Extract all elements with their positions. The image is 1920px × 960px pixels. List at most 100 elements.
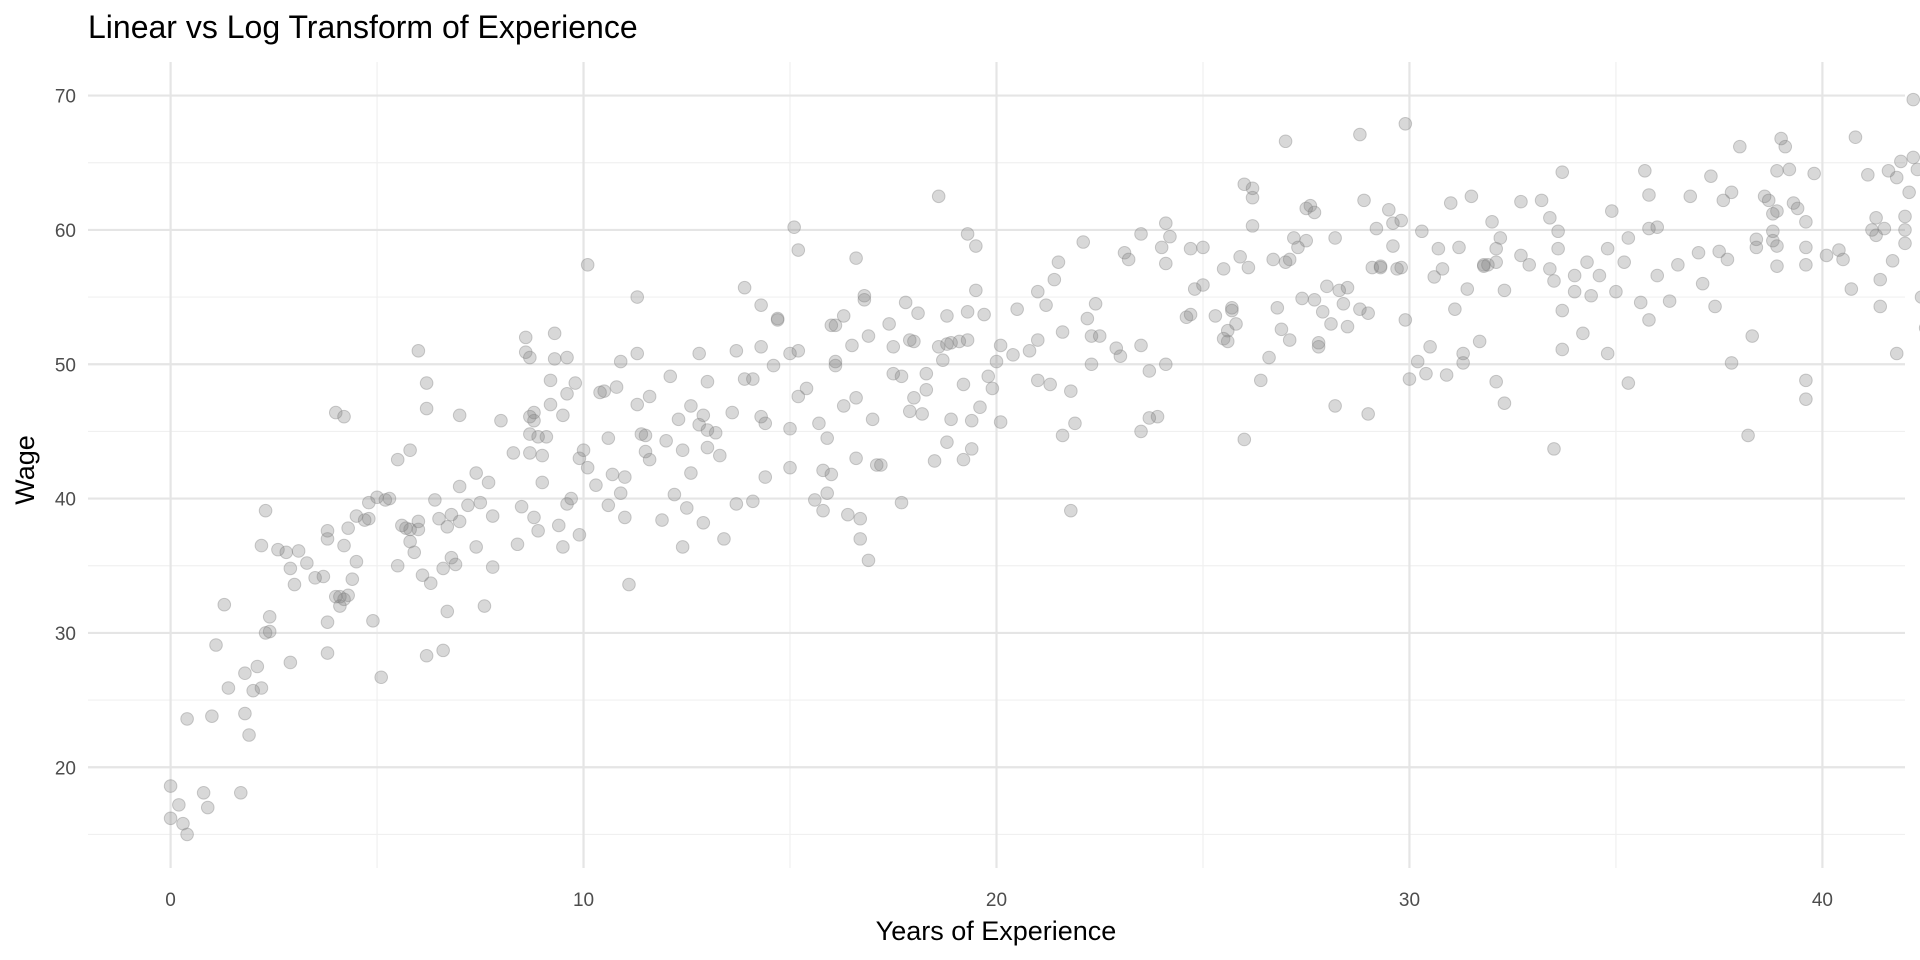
data-point <box>1187 282 1202 296</box>
data-point <box>894 369 909 384</box>
data-point <box>535 475 550 490</box>
data-point <box>1394 260 1408 275</box>
data-point <box>1774 131 1788 146</box>
data-point <box>618 510 632 525</box>
data-point <box>791 389 806 404</box>
data-point <box>700 440 715 455</box>
data-point <box>952 334 967 349</box>
data-point <box>390 558 405 573</box>
data-point <box>444 550 459 565</box>
x-axis-title: Years of Experience <box>876 916 1117 946</box>
data-point <box>506 446 521 460</box>
data-point <box>1497 396 1512 411</box>
data-point <box>630 346 645 361</box>
data-point <box>209 638 223 652</box>
data-point <box>366 614 380 628</box>
data-point <box>452 408 467 423</box>
y-tick-label: 60 <box>55 221 76 242</box>
data-point <box>1386 216 1400 230</box>
data-point <box>1584 288 1598 303</box>
data-point <box>1869 228 1883 243</box>
data-point <box>1766 206 1780 221</box>
data-point <box>1832 243 1846 257</box>
data-point <box>477 599 492 613</box>
data-point <box>1799 240 1813 255</box>
data-point <box>1080 311 1095 326</box>
data-point <box>613 486 628 501</box>
data-point <box>1460 282 1475 296</box>
data-point <box>1245 190 1260 205</box>
data-point <box>1092 329 1107 343</box>
data-point <box>1307 292 1322 307</box>
data-point <box>1196 240 1210 255</box>
y-tick-label: 30 <box>55 624 76 645</box>
data-point <box>572 451 587 466</box>
y-axis-tick-labels: 20 30 40 50 60 70 <box>55 87 76 780</box>
data-point <box>403 522 417 537</box>
data-point <box>452 514 467 529</box>
data-point <box>1485 215 1499 229</box>
data-point <box>1398 313 1413 327</box>
data-point <box>1084 329 1099 343</box>
data-point <box>1163 229 1177 244</box>
data-point <box>981 369 996 384</box>
data-point <box>898 295 913 310</box>
data-point <box>865 412 880 427</box>
data-point <box>1340 319 1355 334</box>
data-point <box>1497 283 1512 298</box>
data-point <box>1844 282 1859 296</box>
data-point <box>737 372 752 386</box>
data-point <box>1117 245 1132 260</box>
data-point <box>1237 177 1252 192</box>
data-point <box>1881 164 1896 178</box>
data-point <box>993 415 1008 429</box>
data-point <box>993 338 1008 353</box>
data-point <box>527 413 541 428</box>
data-point <box>1361 407 1375 421</box>
data-point <box>1361 306 1375 321</box>
data-point <box>1328 231 1342 245</box>
data-point <box>1419 366 1433 381</box>
data-point <box>1514 248 1528 263</box>
data-point <box>857 288 872 303</box>
data-point <box>861 553 876 568</box>
x-tick-label: 40 <box>1812 890 1833 911</box>
data-point <box>262 624 277 639</box>
y-tick-label: 20 <box>55 758 76 779</box>
data-point <box>1819 248 1834 263</box>
data-point <box>1233 249 1247 264</box>
data-point <box>634 427 649 441</box>
chart-title: Linear vs Log Transform of Experience <box>88 9 638 45</box>
data-point <box>254 538 269 553</box>
data-point <box>1274 322 1289 337</box>
data-point <box>1084 357 1099 372</box>
data-point <box>1555 342 1570 357</box>
data-point <box>964 413 979 428</box>
data-point <box>556 540 570 554</box>
data-point <box>746 494 760 509</box>
data-point <box>1898 236 1912 251</box>
data-point <box>320 615 335 629</box>
data-point <box>543 397 558 412</box>
data-point <box>283 655 298 670</box>
data-point <box>320 532 335 546</box>
data-point <box>1452 240 1466 255</box>
data-point <box>428 493 442 507</box>
data-point <box>547 352 562 366</box>
data-point <box>1555 165 1570 179</box>
data-point <box>622 577 636 592</box>
data-point <box>940 337 954 351</box>
data-point <box>853 532 868 546</box>
data-point <box>580 460 595 475</box>
data-point <box>523 446 537 460</box>
data-point <box>940 309 954 323</box>
data-point <box>1216 262 1231 276</box>
data-point <box>1621 231 1636 245</box>
data-point <box>642 389 657 404</box>
data-point <box>766 358 781 373</box>
data-point <box>1241 260 1256 275</box>
data-point <box>820 431 834 445</box>
data-point <box>1745 329 1760 343</box>
data-point <box>1291 240 1305 255</box>
data-point <box>494 413 508 428</box>
